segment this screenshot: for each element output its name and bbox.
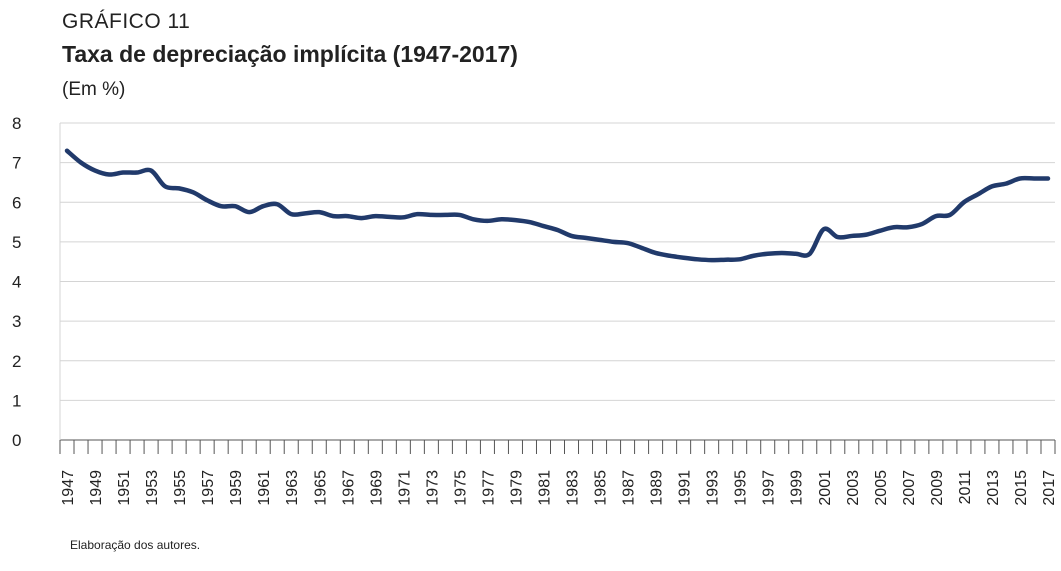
chart-kicker: GRÁFICO 11	[62, 10, 190, 33]
x-tick-label: 1989	[649, 470, 666, 506]
x-tick-label: 2011	[957, 470, 974, 505]
source-note: Elaboração dos autores.	[70, 538, 200, 552]
x-tick-label: 2007	[901, 470, 918, 506]
y-tick-label: 1	[12, 391, 21, 410]
y-tick-label: 8	[12, 114, 21, 133]
x-tick-label: 1963	[284, 470, 301, 506]
x-tick-label: 2005	[873, 470, 890, 506]
y-tick-label: 5	[12, 233, 21, 252]
x-tick-label: 2009	[929, 470, 946, 506]
x-tick-label: 2017	[1041, 470, 1058, 506]
y-tick-label: 2	[12, 352, 21, 371]
x-tick-label: 1953	[144, 470, 161, 506]
x-tick-label: 1983	[565, 470, 582, 506]
data-line	[64, 148, 1051, 263]
x-tick-label: 1951	[116, 470, 133, 506]
x-tick-label: 1955	[172, 470, 189, 506]
y-tick-label: 4	[12, 273, 21, 292]
x-tick-label: 1961	[256, 470, 273, 506]
x-tick-label: 2001	[817, 470, 834, 506]
x-tick-label: 1985	[593, 470, 610, 506]
x-tick-label: 1967	[340, 470, 357, 506]
x-tick-label: 1991	[677, 470, 694, 506]
x-tick-label: 1957	[200, 470, 217, 506]
x-tick-label: 1959	[228, 470, 245, 506]
x-tick-label: 1999	[789, 470, 806, 506]
x-tick-label: 1997	[761, 470, 778, 506]
y-tick-label: 3	[12, 312, 21, 331]
x-tick-label: 2003	[845, 470, 862, 506]
chart-title: Taxa de depreciação implícita (1947-2017…	[62, 41, 518, 67]
x-tick-label: 1995	[733, 470, 750, 506]
x-tick-label: 1981	[536, 470, 553, 506]
x-tick-label: 2015	[1013, 470, 1030, 506]
x-tick-label: 1987	[621, 470, 638, 506]
x-tick-label: 1973	[424, 470, 441, 506]
x-tick-label: 1971	[396, 470, 413, 506]
y-tick-label: 6	[12, 193, 21, 212]
x-tick-label: 1947	[60, 470, 77, 506]
x-tick-label: 1975	[452, 470, 469, 506]
x-tick-label: 1965	[312, 470, 329, 506]
x-tick-label: 1977	[480, 470, 497, 506]
chart-subtitle: (Em %)	[62, 79, 125, 100]
y-tick-label: 0	[12, 431, 21, 450]
x-tick-label: 1979	[508, 470, 525, 506]
x-tick-label: 2013	[985, 470, 1002, 506]
x-tick-label: 1949	[88, 470, 105, 506]
x-tick-label: 1993	[705, 470, 722, 506]
x-tick-label: 1969	[368, 470, 385, 506]
y-tick-label: 7	[12, 154, 21, 173]
